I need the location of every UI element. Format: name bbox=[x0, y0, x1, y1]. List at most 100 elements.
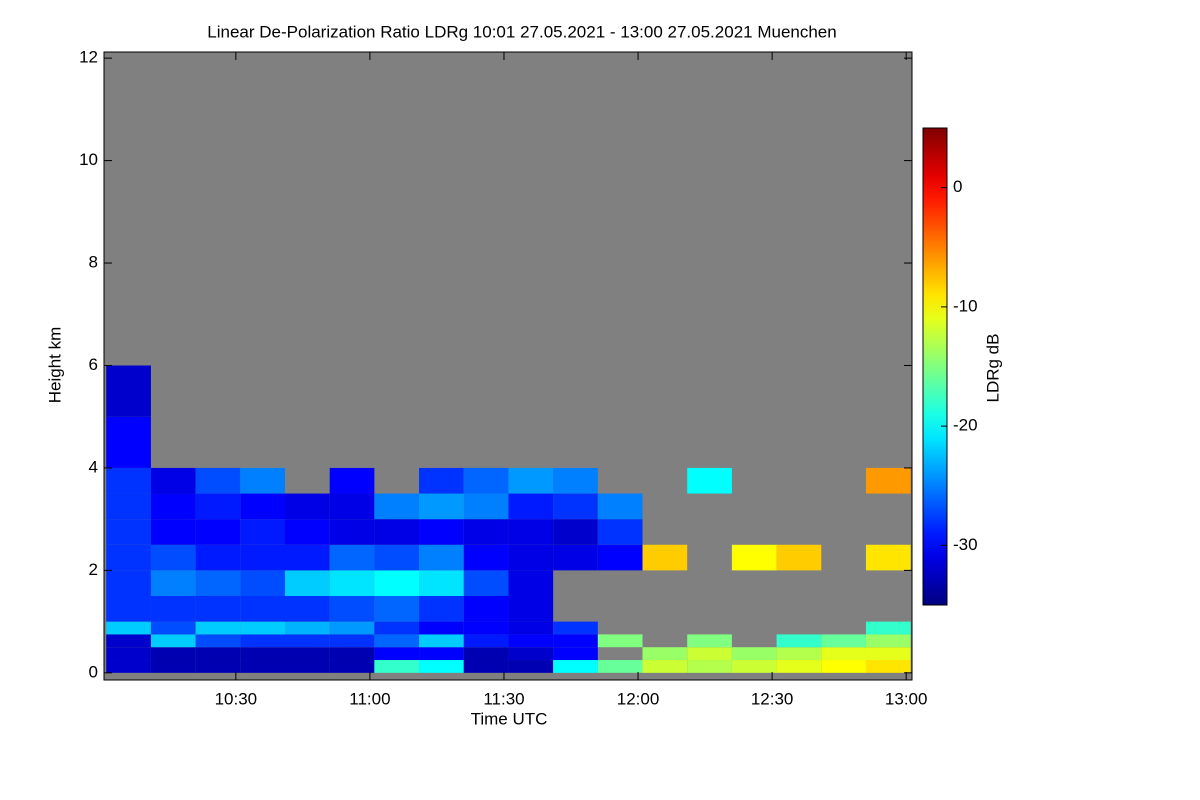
colorbar bbox=[922, 127, 948, 606]
heatmap-cell bbox=[106, 660, 151, 673]
colorbar-label: LDRg dB bbox=[983, 334, 1002, 403]
y-tick-label: 6 bbox=[89, 355, 98, 374]
heatmap-cell bbox=[419, 595, 464, 622]
heatmap-cell bbox=[150, 467, 196, 494]
heatmap-cell bbox=[642, 647, 688, 661]
heatmap-cell bbox=[195, 634, 241, 648]
heatmap-cell bbox=[508, 595, 554, 622]
x-tick-label: 13:00 bbox=[885, 689, 928, 708]
heatmap-cell bbox=[463, 544, 509, 571]
plot-frame bbox=[103, 51, 913, 681]
x-tick-label: 12:00 bbox=[617, 689, 660, 708]
heatmap-cell bbox=[687, 660, 732, 673]
heatmap-cell bbox=[821, 660, 866, 673]
heatmap-cell bbox=[195, 467, 241, 494]
heatmap-cell bbox=[865, 660, 911, 673]
heatmap-cell bbox=[195, 595, 241, 622]
heatmap-cell bbox=[463, 647, 509, 661]
heatmap-cell bbox=[508, 519, 554, 545]
heatmap-cell bbox=[284, 570, 330, 596]
heatmap-cell bbox=[419, 544, 464, 571]
heatmap-cell bbox=[553, 647, 598, 661]
heatmap-cell bbox=[106, 595, 151, 622]
heatmap-cell bbox=[508, 467, 554, 494]
heatmap-cell bbox=[463, 621, 509, 635]
heatmap-cell bbox=[374, 493, 420, 520]
y-tick-label: 8 bbox=[89, 253, 98, 272]
heatmap-cell bbox=[463, 595, 509, 622]
heatmap-cell bbox=[776, 647, 822, 661]
heatmap-cell bbox=[150, 647, 196, 661]
heatmap-cell bbox=[195, 660, 241, 673]
heatmap-cell bbox=[195, 544, 241, 571]
heatmap-cell bbox=[329, 647, 375, 661]
x-tick-label: 10:30 bbox=[215, 689, 258, 708]
heatmap-cell bbox=[642, 544, 688, 571]
heatmap-cell bbox=[329, 570, 375, 596]
heatmap-cell bbox=[419, 634, 464, 648]
heatmap-cell bbox=[329, 634, 375, 648]
heatmap-cell bbox=[419, 570, 464, 596]
heatmap-cell bbox=[284, 660, 330, 673]
heatmap-cell bbox=[240, 544, 285, 571]
heatmap-cell bbox=[374, 544, 420, 571]
heatmap-cell bbox=[374, 647, 420, 661]
heatmap-cell bbox=[374, 595, 420, 622]
heatmap-cell bbox=[597, 544, 643, 571]
heatmap-cell bbox=[150, 595, 196, 622]
heatmap-cell bbox=[865, 467, 911, 494]
heatmap-cell bbox=[508, 647, 554, 661]
heatmap-cell bbox=[687, 647, 732, 661]
heatmap-cell bbox=[597, 660, 643, 673]
heatmap-cell bbox=[106, 570, 151, 596]
heatmap-cell bbox=[150, 660, 196, 673]
heatmap-cell bbox=[329, 544, 375, 571]
heatmap-cell bbox=[106, 544, 151, 571]
heatmap-cell bbox=[419, 467, 464, 494]
heatmap-cell bbox=[240, 621, 285, 635]
heatmap-cell bbox=[463, 570, 509, 596]
heatmap-cell bbox=[329, 621, 375, 635]
heatmap-cell bbox=[240, 660, 285, 673]
heatmap-cell bbox=[195, 493, 241, 520]
heatmap-cell bbox=[329, 519, 375, 545]
heatmap-cell bbox=[240, 570, 285, 596]
y-tick-label: 10 bbox=[79, 150, 98, 169]
heatmap-cell bbox=[284, 595, 330, 622]
x-tick-label: 12:30 bbox=[751, 689, 794, 708]
heatmap-cell bbox=[195, 621, 241, 635]
heatmap-cell bbox=[195, 647, 241, 661]
colorbar-tick-label: -20 bbox=[953, 416, 978, 435]
heatmap-cell bbox=[419, 493, 464, 520]
heatmap-cell bbox=[195, 570, 241, 596]
heatmap-cell bbox=[150, 621, 196, 635]
heatmap-cell bbox=[821, 647, 866, 661]
heatmap-cell bbox=[419, 647, 464, 661]
heatmap-cell bbox=[374, 634, 420, 648]
heatmap-cell bbox=[642, 660, 688, 673]
heatmap-cell bbox=[329, 595, 375, 622]
heatmap-cell bbox=[553, 660, 598, 673]
heatmap-cell bbox=[240, 493, 285, 520]
heatmap-cell bbox=[150, 570, 196, 596]
y-tick-label: 2 bbox=[89, 560, 98, 579]
heatmap-cell bbox=[106, 416, 151, 468]
heatmap-cell bbox=[419, 660, 464, 673]
heatmap-cell bbox=[284, 544, 330, 571]
heatmap-cell bbox=[374, 621, 420, 635]
heatmap-cell bbox=[106, 467, 151, 494]
heatmap-cell bbox=[463, 519, 509, 545]
heatmap-cell bbox=[553, 544, 598, 571]
heatmap-cell bbox=[374, 519, 420, 545]
y-tick-label: 0 bbox=[89, 662, 98, 681]
colorbar-tick-label: -10 bbox=[953, 296, 978, 315]
heatmap-cell bbox=[284, 621, 330, 635]
heatmap-cell bbox=[508, 621, 554, 635]
colorbar-tick-label: 0 bbox=[953, 177, 962, 196]
heatmap-cell bbox=[419, 519, 464, 545]
heatmap-cell bbox=[240, 647, 285, 661]
heatmap-cell bbox=[553, 493, 598, 520]
heatmap-cell bbox=[284, 647, 330, 661]
heatmap-cell bbox=[597, 634, 643, 648]
